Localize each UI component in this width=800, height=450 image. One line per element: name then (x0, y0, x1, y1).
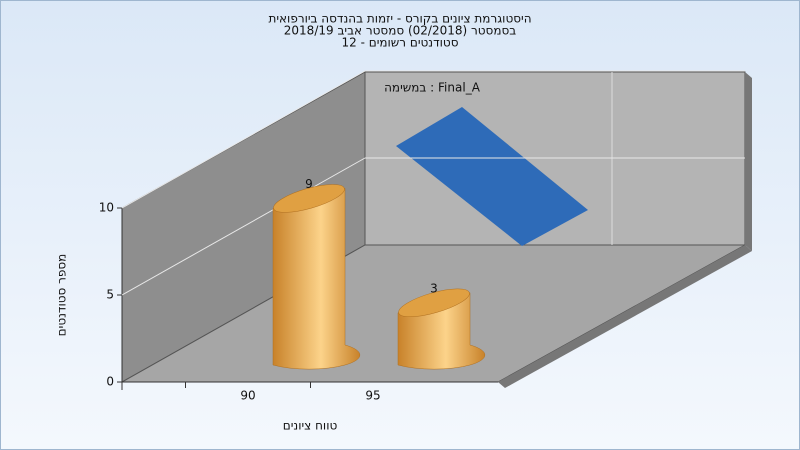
bar-part (272, 188, 361, 370)
x-tick-label: 95 (365, 389, 380, 403)
legend-swatch (396, 107, 588, 246)
data-label: 9 (305, 177, 313, 191)
title-line: בסמסטר (02/2018) סמסטר אביב 2018/19 (284, 24, 516, 38)
data-label: 3 (430, 281, 438, 295)
bar-part (398, 288, 470, 318)
y-tick-label: 0 (106, 375, 114, 389)
y-axis-label: מספר סטודנטים (55, 254, 69, 337)
bar-part (273, 184, 345, 213)
legend-label: במשימה : Final_A (384, 81, 481, 95)
bar (272, 184, 361, 370)
grid-line (121, 157, 366, 296)
bar (397, 288, 486, 370)
floor-edge (498, 245, 752, 388)
x-axis-label: טווח ציונים (283, 419, 338, 433)
y-tick-label: 10 (99, 201, 114, 215)
y-tick-label: 5 (106, 288, 114, 302)
wall-edge (745, 72, 752, 251)
grid-line (121, 70, 366, 209)
title-line: סטודנטים רשומים - 12 (341, 36, 458, 50)
x-tick-label: 90 (240, 389, 255, 403)
title-line: היסטוגרמת ציונים בקורס - יזמות בהנדסה בי… (268, 12, 531, 26)
